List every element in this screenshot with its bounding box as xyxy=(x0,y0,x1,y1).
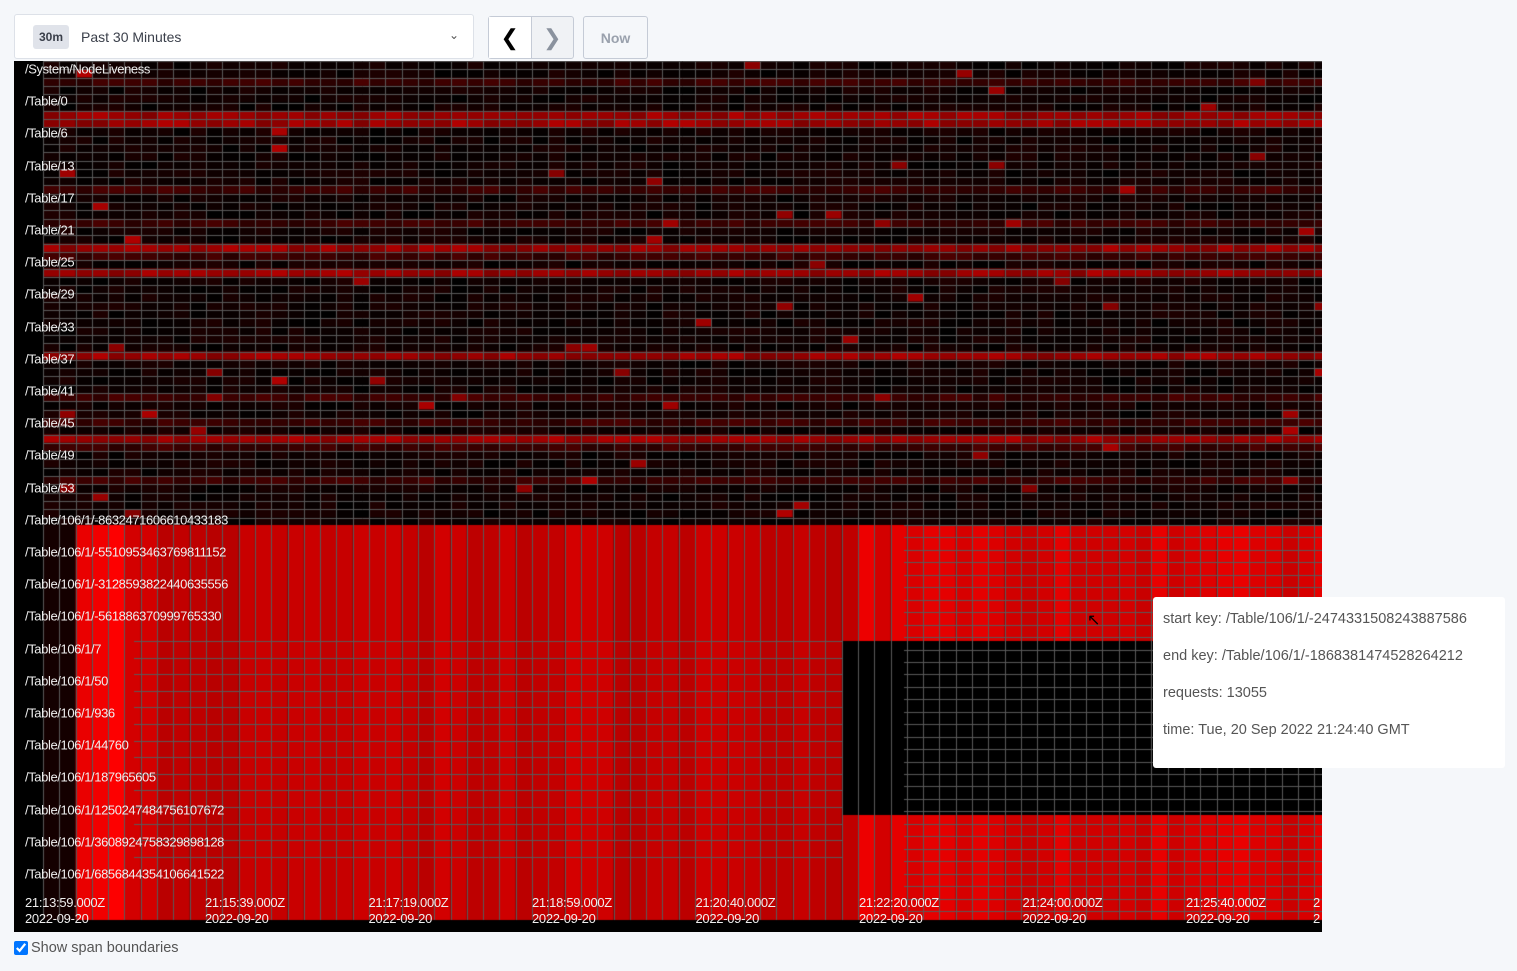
key-visualizer-heatmap[interactable]: /System/NodeLiveness/Table/0/Table/6/Tab… xyxy=(14,61,1322,932)
now-button[interactable]: Now xyxy=(583,16,648,59)
y-axis-label: /Table/49 xyxy=(25,447,75,463)
tooltip-end-key: end key: /Table/106/1/-18683814745282642… xyxy=(1163,648,1463,664)
x-axis-label: 21:13:59.000Z 2022-09-20 xyxy=(25,895,105,927)
y-axis-label: /Table/106/1/7 xyxy=(25,641,102,657)
heatmap-tooltip: start key: /Table/106/1/-247433150824388… xyxy=(1153,597,1505,768)
x-axis-label: 21:17:19.000Z 2022-09-20 xyxy=(369,895,449,927)
y-axis-label: /Table/25 xyxy=(25,254,75,270)
y-axis-label: /Table/53 xyxy=(25,480,75,496)
x-axis-date: 2 xyxy=(1313,911,1320,926)
chevron-left-icon: ❮ xyxy=(500,24,519,50)
x-axis-time: 21:15:39.000Z xyxy=(205,895,285,910)
time-range-badge: 30m xyxy=(33,24,70,49)
x-axis-date: 2022-09-20 xyxy=(532,911,596,926)
y-axis-label: /Table/106/1/-8632471606610433183 xyxy=(25,512,228,528)
y-axis-label: /Table/29 xyxy=(25,286,75,302)
time-range-selector[interactable]: 30m Past 30 Minutes ⌄ xyxy=(14,14,474,59)
y-axis-label: /Table/106/1/6856844354106641522 xyxy=(25,866,225,882)
tooltip-requests: requests: 13055 xyxy=(1163,685,1267,701)
time-nav-group: ❮ ❯ xyxy=(488,16,574,59)
y-axis-label: /Table/41 xyxy=(25,383,75,399)
y-axis-label: /Table/45 xyxy=(25,415,75,431)
x-axis-date: 2022-09-20 xyxy=(368,911,433,926)
y-axis-label: /Table/6 xyxy=(25,125,68,141)
x-axis-time: 2 xyxy=(1313,895,1320,910)
x-axis-date: 2022-09-20 xyxy=(25,911,89,926)
y-axis-label: /Table/17 xyxy=(25,190,75,206)
y-axis-label: /Table/106/1/187965605 xyxy=(25,769,156,785)
time-range-label: Past 30 Minutes xyxy=(81,28,182,45)
y-axis-label: /Table/106/1/3608924758329898128 xyxy=(25,834,225,850)
y-axis-label: /Table/33 xyxy=(25,319,75,335)
y-axis-label: /Table/0 xyxy=(25,93,68,109)
x-axis-time: 21:17:19.000Z xyxy=(368,895,449,910)
next-button[interactable]: ❯ xyxy=(532,17,574,58)
show-span-boundaries-toggle[interactable]: Show span boundaries xyxy=(14,940,179,956)
mouse-cursor-icon: ↖ xyxy=(1087,612,1101,629)
y-axis-label: /Table/37 xyxy=(25,351,75,367)
y-axis-label: /Table/106/1/44760 xyxy=(25,737,129,753)
y-axis-label: /Table/13 xyxy=(25,158,75,174)
y-axis-label: /System/NodeLiveness xyxy=(25,61,150,77)
x-axis-time: 21:20:40.000Z xyxy=(695,895,776,910)
show-span-boundaries-checkbox[interactable] xyxy=(14,941,28,955)
y-axis-label: /Table/106/1/936 xyxy=(25,705,115,721)
y-axis-label: /Table/106/1/50 xyxy=(25,673,108,689)
x-axis-label: 21:25:40.000Z 2022-09-20 xyxy=(1186,895,1266,927)
x-axis-time: 21:22:20.000Z xyxy=(859,895,939,910)
chevron-right-icon: ❯ xyxy=(543,24,562,50)
x-axis-label: 21:15:39.000Z 2022-09-20 xyxy=(205,895,285,927)
x-axis-label: 21:18:59.000Z 2022-09-20 xyxy=(532,895,612,927)
x-axis-date: 2022-09-20 xyxy=(205,911,269,926)
tooltip-start-key: start key: /Table/106/1/-247433150824388… xyxy=(1163,611,1467,627)
x-axis-time: 21:13:59.000Z xyxy=(25,895,105,910)
x-axis-date: 2022-09-20 xyxy=(1186,911,1250,926)
x-axis-date: 2022-09-20 xyxy=(1022,911,1087,926)
previous-button[interactable]: ❮ xyxy=(489,17,532,58)
x-axis-label: 21:20:40.000Z 2022-09-20 xyxy=(696,895,776,927)
chevron-down-icon: ⌄ xyxy=(448,28,459,42)
x-axis-date: 2022-09-20 xyxy=(695,911,760,926)
x-axis-date: 2022-09-20 xyxy=(859,911,923,926)
x-axis-label: 21:22:20.000Z 2022-09-20 xyxy=(859,895,939,927)
y-axis-label: /Table/21 xyxy=(25,222,75,238)
x-axis-time: 21:24:00.000Z xyxy=(1022,895,1103,910)
tooltip-time: time: Tue, 20 Sep 2022 21:24:40 GMT xyxy=(1163,722,1410,738)
y-axis-label: /Table/106/1/1250247484756107672 xyxy=(25,802,225,818)
y-axis-label: /Table/106/1/-5510953463769811152 xyxy=(25,544,227,560)
x-axis-label: 21:24:00.000Z 2022-09-20 xyxy=(1023,895,1103,927)
heatmap-canvas[interactable] xyxy=(14,61,1322,932)
x-axis-time: 21:25:40.000Z xyxy=(1186,895,1266,910)
y-axis-label: /Table/106/1/-3128593822440635556 xyxy=(25,576,228,592)
y-axis-label: /Table/106/1/-561886370999765330 xyxy=(25,608,222,624)
x-axis-time: 21:18:59.000Z xyxy=(532,895,612,910)
show-span-boundaries-label: Show span boundaries xyxy=(31,940,179,956)
